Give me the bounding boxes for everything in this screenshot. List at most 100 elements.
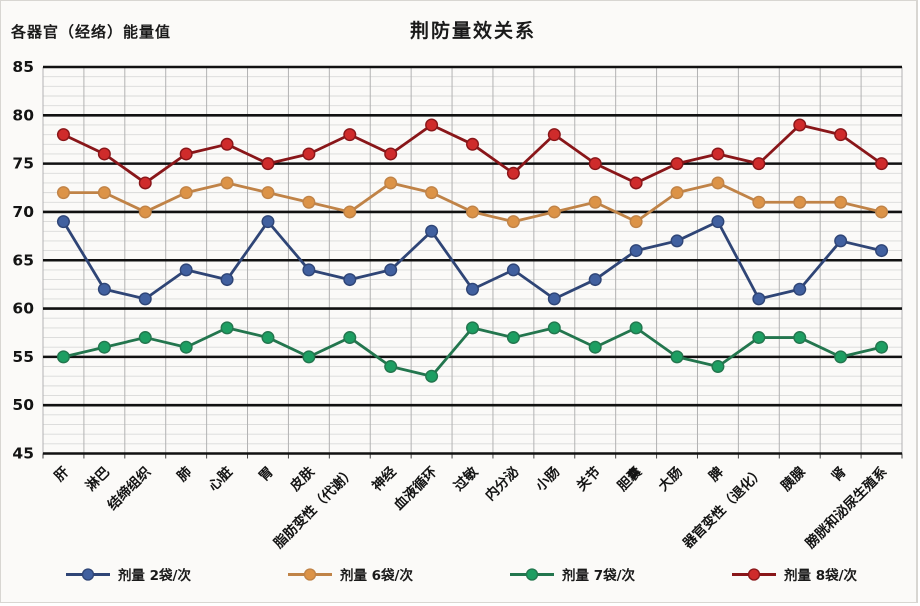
y-tick-label: 45 <box>12 445 34 463</box>
data-point-marker <box>506 331 520 345</box>
data-point-marker <box>670 350 684 364</box>
data-point-marker <box>384 360 398 374</box>
x-category-label: 胃 <box>256 464 277 485</box>
data-point-marker <box>220 137 234 151</box>
data-point-marker <box>711 147 725 161</box>
data-point-marker <box>752 292 766 306</box>
y-tick-label: 55 <box>12 348 34 366</box>
data-point-marker <box>138 331 152 345</box>
legend-marker-icon <box>732 567 777 581</box>
y-axis-title: 各器官（经络）能量值 <box>11 23 172 41</box>
data-point-marker <box>220 176 234 190</box>
data-point-marker <box>56 350 70 364</box>
data-point-marker <box>261 186 275 200</box>
data-point-marker <box>875 340 889 354</box>
data-point-marker <box>302 263 316 277</box>
data-point-marker <box>670 186 684 200</box>
data-point-marker <box>343 205 357 219</box>
legend-label: 剂量 6袋/次 <box>339 568 413 584</box>
data-point-marker <box>220 321 234 335</box>
data-point-marker <box>834 234 848 248</box>
data-point-marker <box>138 292 152 306</box>
data-point-marker <box>179 340 193 354</box>
data-point-marker <box>97 147 111 161</box>
data-point-marker <box>506 263 520 277</box>
data-point-marker <box>302 147 316 161</box>
legend-item: 剂量 6袋/次 <box>287 564 413 584</box>
x-category-label: 淋巴 <box>82 463 113 494</box>
data-point-marker <box>384 147 398 161</box>
data-point-marker <box>670 157 684 171</box>
legend-label: 剂量 2袋/次 <box>117 568 191 584</box>
y-tick-label: 85 <box>12 58 34 76</box>
data-point-marker <box>425 186 439 200</box>
y-tick-label: 80 <box>12 106 34 124</box>
x-category-label: 结缔组织 <box>104 463 155 514</box>
data-point-marker <box>425 118 439 132</box>
x-category-label: 血液循环 <box>390 463 441 514</box>
x-category-label: 关节 <box>573 463 604 494</box>
data-point-marker <box>97 282 111 296</box>
data-point-marker <box>425 224 439 238</box>
data-point-marker <box>752 331 766 345</box>
data-point-marker <box>261 331 275 345</box>
legend-marker-icon <box>65 567 110 581</box>
data-point-marker <box>588 273 602 287</box>
data-point-marker <box>97 186 111 200</box>
x-category-label: 神经 <box>368 463 399 494</box>
data-point-marker <box>384 176 398 190</box>
legend-item: 剂量 8袋/次 <box>731 564 857 584</box>
x-category-label: 肝 <box>51 464 72 485</box>
data-point-marker <box>302 350 316 364</box>
data-point-marker <box>261 215 275 229</box>
data-point-marker <box>56 128 70 142</box>
data-point-marker <box>179 147 193 161</box>
data-point-marker <box>670 234 684 248</box>
data-point-marker <box>343 331 357 345</box>
data-point-marker <box>752 157 766 171</box>
data-point-marker <box>588 157 602 171</box>
data-point-marker <box>302 195 316 209</box>
x-category-label: 皮肤 <box>287 463 318 494</box>
data-point-marker <box>56 215 70 229</box>
data-point-marker <box>834 128 848 142</box>
legend-label: 剂量 8袋/次 <box>784 568 858 584</box>
data-point-marker <box>547 321 561 335</box>
data-point-marker <box>711 360 725 374</box>
data-point-marker <box>588 195 602 209</box>
data-point-marker <box>711 215 725 229</box>
data-point-marker <box>138 205 152 219</box>
data-point-marker <box>875 157 889 171</box>
data-point-marker <box>752 195 766 209</box>
legend-label: 剂量 7袋/次 <box>562 568 636 584</box>
x-category-label: 过敏 <box>450 463 481 494</box>
x-category-label: 脾 <box>705 463 727 485</box>
data-point-marker <box>834 350 848 364</box>
x-category-label: 肺 <box>174 464 195 485</box>
data-point-marker <box>97 340 111 354</box>
data-point-marker <box>425 369 439 383</box>
legend: 剂量 2袋/次 剂量 6袋/次 剂量 7袋/次 剂量 8袋/次 <box>1 564 920 584</box>
data-point-marker <box>629 244 643 258</box>
data-point-marker <box>138 176 152 190</box>
data-point-marker <box>179 263 193 277</box>
y-tick-label: 50 <box>12 396 34 414</box>
legend-marker-icon <box>287 567 332 581</box>
data-point-marker <box>179 186 193 200</box>
data-point-marker <box>875 244 889 258</box>
legend-item: 剂量 7袋/次 <box>509 564 635 584</box>
data-point-marker <box>875 205 889 219</box>
y-tick-label: 70 <box>12 203 34 221</box>
y-tick-label: 65 <box>12 251 34 269</box>
data-point-marker <box>343 128 357 142</box>
data-point-marker <box>466 205 480 219</box>
y-tick-label: 60 <box>12 300 34 318</box>
data-point-marker <box>629 176 643 190</box>
x-category-label: 胰腺 <box>777 463 808 494</box>
data-point-marker <box>547 128 561 142</box>
data-point-marker <box>793 331 807 345</box>
data-point-marker <box>547 205 561 219</box>
x-category-label: 内分泌 <box>482 463 523 504</box>
